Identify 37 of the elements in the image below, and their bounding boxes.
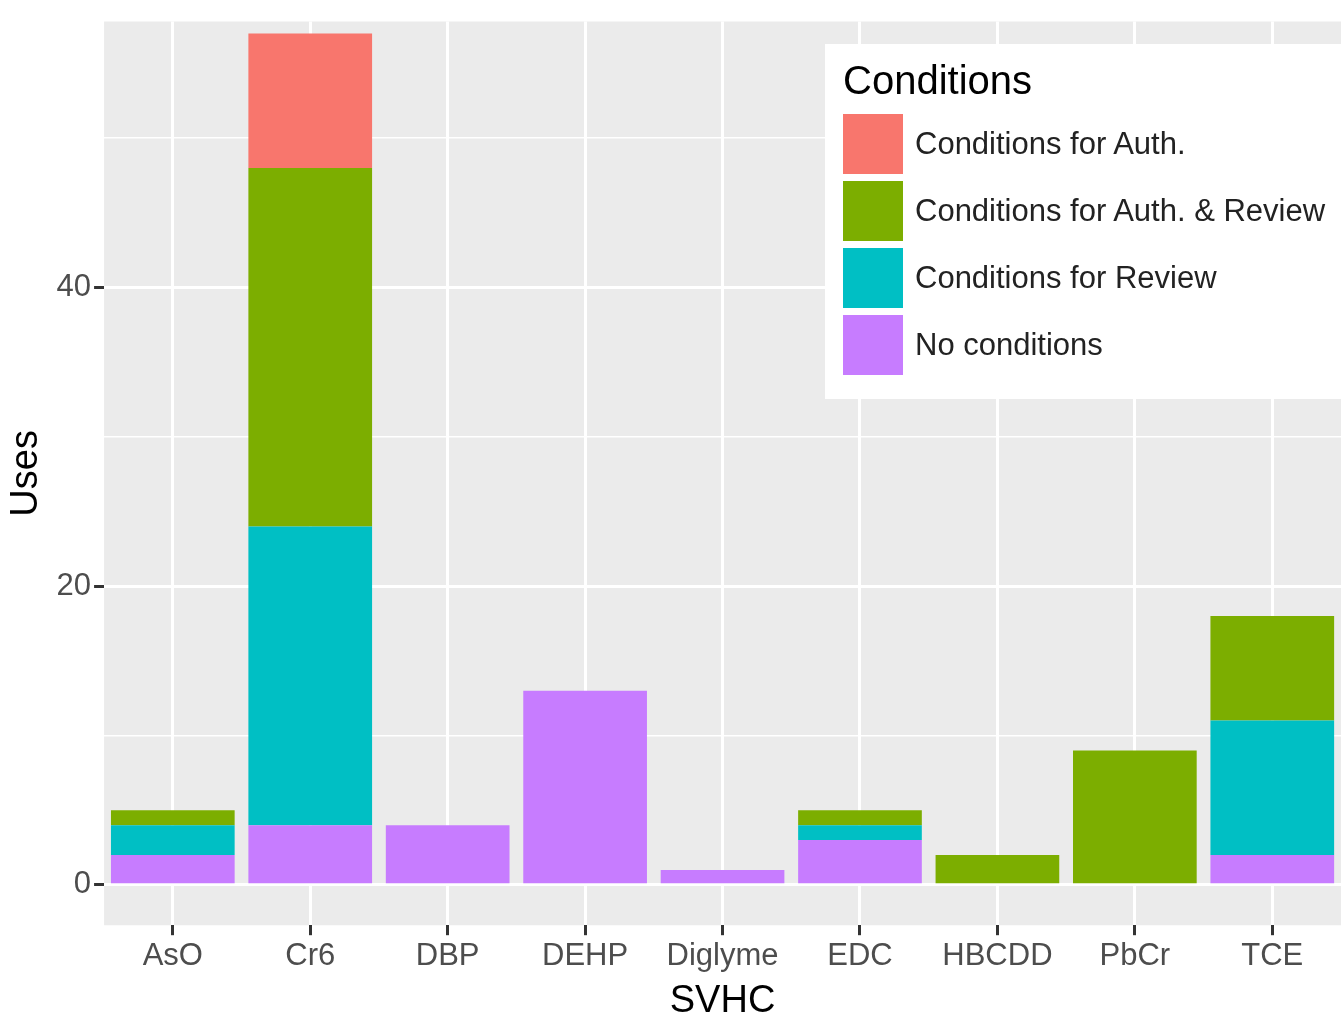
bar <box>1210 720 1335 855</box>
bar <box>660 869 785 884</box>
bar <box>1073 750 1197 884</box>
y-tick-label: 0 <box>73 865 92 901</box>
bar <box>110 855 235 884</box>
bar <box>385 825 510 884</box>
y-tick-label: 40 <box>56 268 92 303</box>
bar <box>248 33 373 168</box>
legend-label: Conditions for Review <box>915 260 1217 297</box>
legend-label: Conditions for Auth. & Review <box>915 193 1326 230</box>
x-tick-label: EDC <box>827 937 893 973</box>
bar <box>798 825 922 841</box>
legend-label: Conditions for Auth. <box>915 126 1186 163</box>
bar <box>798 840 922 884</box>
x-tick-label: Diglyme <box>666 937 779 973</box>
bar <box>248 825 373 884</box>
bar <box>110 825 235 855</box>
x-axis-title: SVHC <box>669 977 776 1020</box>
y-tick-label: 20 <box>56 566 92 602</box>
bar <box>1210 616 1335 721</box>
x-tick-label: TCE <box>1241 937 1304 973</box>
x-tick-label: DBP <box>415 937 480 973</box>
x-tick-label: Cr6 <box>285 937 336 973</box>
bar <box>798 810 922 826</box>
bar <box>1210 855 1335 884</box>
legend-title: Conditions <box>843 57 1033 103</box>
bar <box>110 810 235 826</box>
x-tick-label: HBCDD <box>942 937 1053 973</box>
bar <box>935 855 1060 884</box>
x-tick-label: PbCr <box>1099 937 1171 973</box>
legend-label: No conditions <box>915 327 1103 364</box>
x-tick-label: DEHP <box>542 937 629 973</box>
bar <box>248 526 373 826</box>
y-axis-title: Uses <box>3 430 46 517</box>
bar <box>523 690 647 884</box>
bar <box>248 167 373 527</box>
x-tick-label: AsO <box>142 937 203 973</box>
